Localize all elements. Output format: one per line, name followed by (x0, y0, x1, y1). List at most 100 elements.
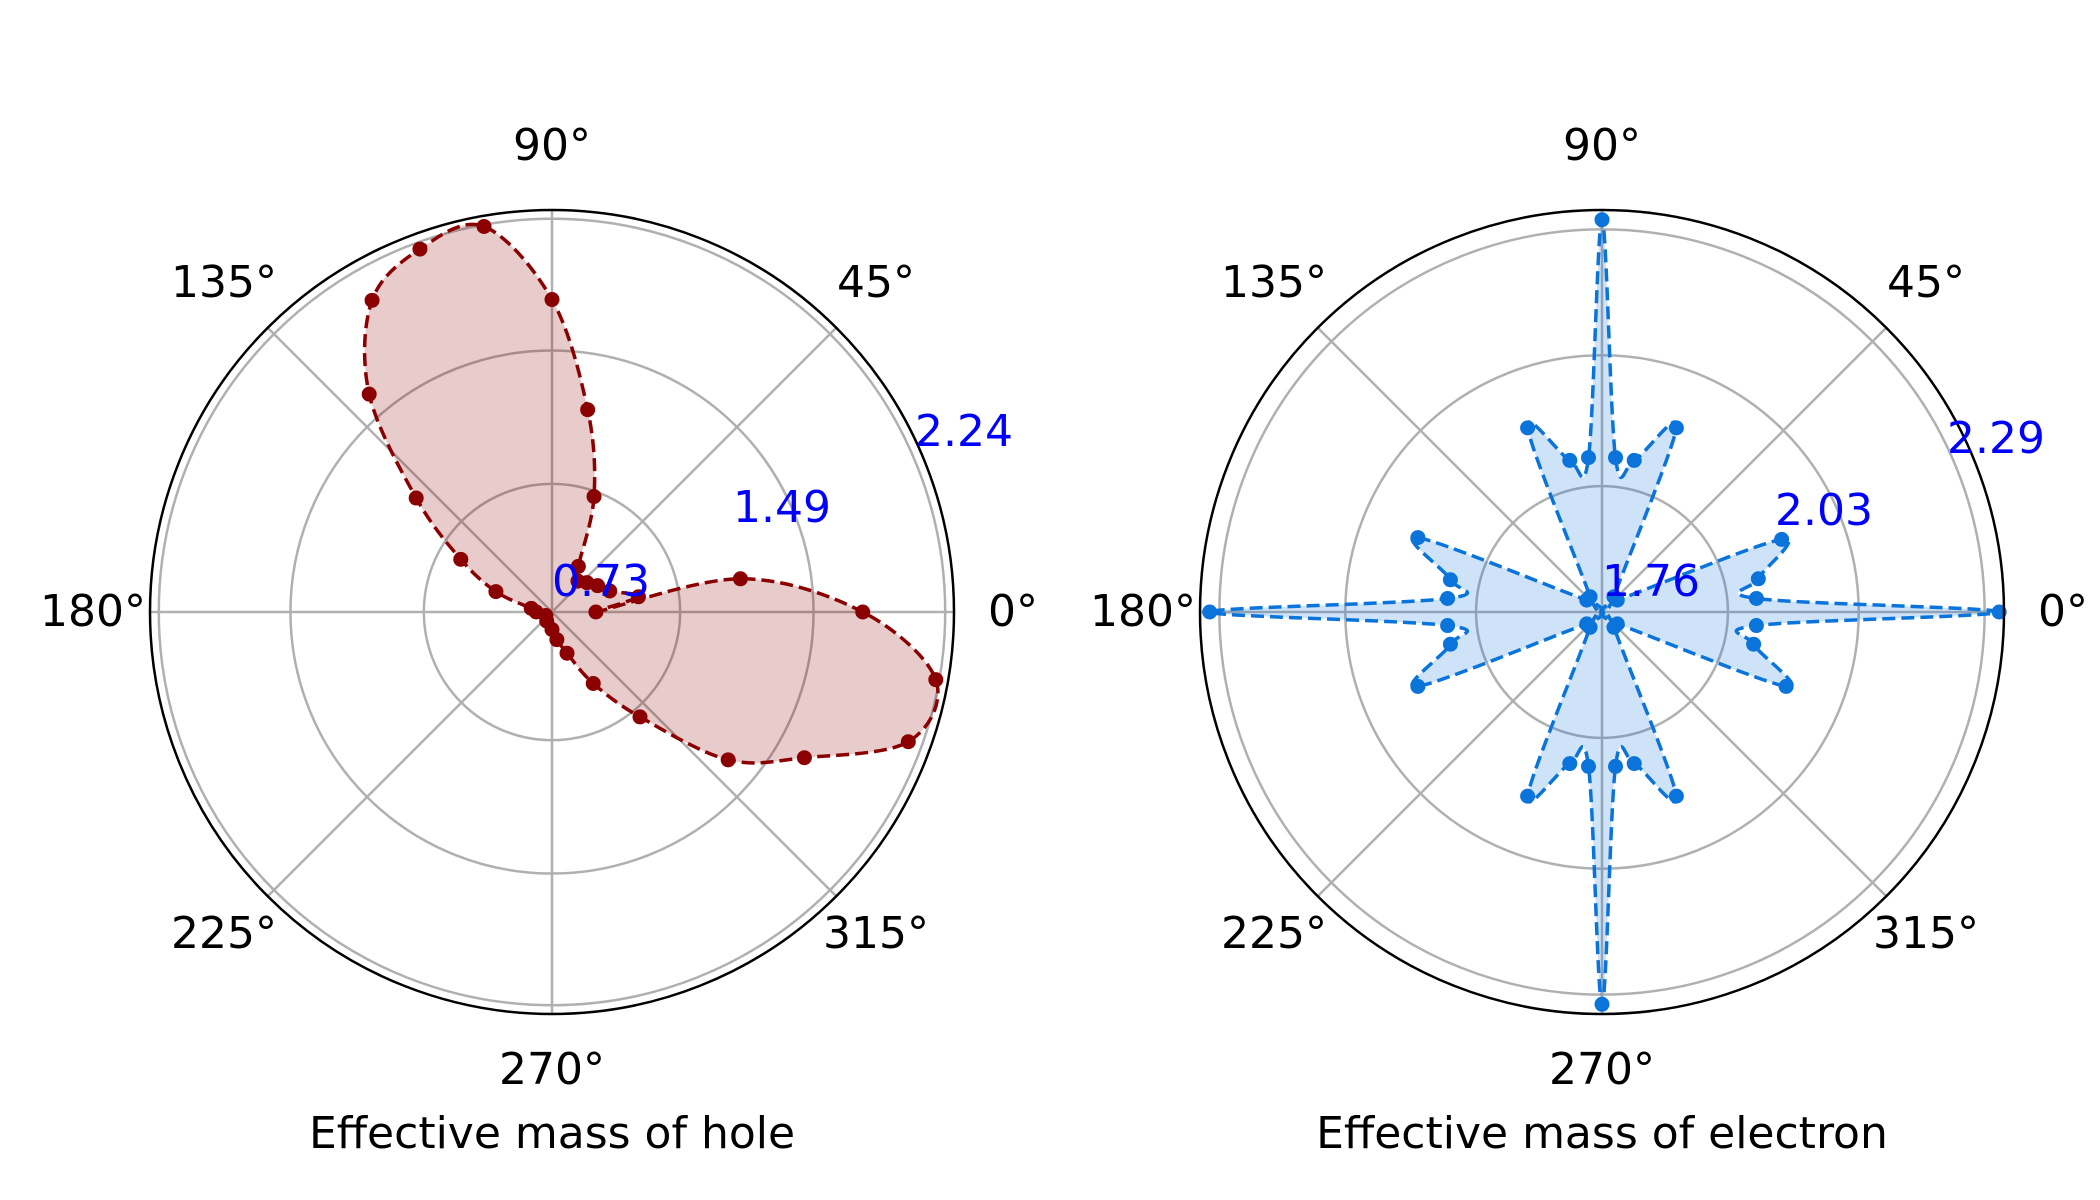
angular-gridline-45 (551, 326, 838, 613)
data-point-29 (928, 672, 944, 688)
angular-gridline-135 (1316, 326, 1603, 613)
data-point-6 (1668, 420, 1684, 436)
angular-gridline-225 (1316, 611, 1603, 898)
data-points (361, 218, 944, 768)
data-point-5 (1606, 589, 1622, 605)
data-point-30 (855, 604, 871, 620)
radial-gridline-0 (1474, 484, 1730, 740)
angle-tick-45: 45° (1887, 257, 1965, 308)
polar-chart-hole: 0° 45° 90° 135° 180° 225° 270° 315° 0.73… (40, 120, 1038, 1159)
data-point-27 (1594, 996, 1610, 1012)
angular-gridline-45 (1601, 326, 1888, 613)
data-point-10 (476, 218, 492, 234)
polar-spine (148, 208, 956, 1016)
angular-gridline-225 (266, 611, 553, 898)
angle-tick-270: 270° (1549, 1044, 1655, 1095)
chart-xlabel: Effective mass of electron (1316, 1108, 1888, 1159)
data-point-1 (1748, 590, 1764, 606)
data-point-32 (1609, 616, 1625, 632)
data-point-22 (549, 632, 565, 648)
radial-gridline-1 (289, 349, 815, 875)
radial-gridline-2 (157, 217, 947, 1007)
data-point-12 (1520, 420, 1536, 436)
data-point-8 (580, 402, 596, 418)
data-point-16 (488, 584, 504, 600)
data-point-35 (1748, 618, 1764, 634)
data-point-13 (361, 386, 377, 402)
radial-gridline-1 (1344, 354, 1860, 870)
data-point-9 (544, 292, 560, 308)
angle-tick-90: 90° (513, 120, 591, 171)
angular-gridline-135 (266, 326, 553, 613)
radial-tick-1: 2.03 (1775, 485, 1873, 536)
data-point-16 (1442, 572, 1458, 588)
data-point-34 (1746, 636, 1762, 652)
radial-tick-2: 2.24 (915, 406, 1013, 457)
data-point-14 (408, 490, 424, 506)
radial-tick-0: 1.76 (1602, 556, 1700, 607)
radial-gridline-2 (1218, 228, 1986, 996)
angle-tick-315: 315° (1873, 908, 1979, 959)
data-point-28 (900, 734, 916, 750)
angle-tick-0: 0° (988, 586, 1038, 637)
polar-chart-electron: 0° 45° 90° 135° 180° 225° 270° 315° 1.76… (1090, 120, 2088, 1159)
data-point-15 (453, 551, 469, 567)
data-point-18 (1202, 604, 1218, 620)
angle-tick-180: 180° (1090, 586, 1196, 637)
data-point-8 (1608, 450, 1624, 466)
data-point-26 (1580, 758, 1596, 774)
data-point-19 (1440, 618, 1456, 634)
data-point-28 (1608, 758, 1624, 774)
data-point-1 (630, 589, 646, 605)
data-point-33 (1778, 678, 1794, 694)
data-point-23 (1582, 619, 1598, 635)
data-point-0 (588, 604, 604, 620)
data-point-24 (585, 675, 601, 691)
series-fill-area (364, 224, 938, 763)
grid-layer (1200, 210, 2004, 1014)
data-point-29 (1626, 756, 1642, 772)
data-point-27 (796, 750, 812, 766)
polar-spine (1198, 208, 2006, 1016)
angular-gridline-315 (1601, 611, 1888, 898)
data-point-7 (586, 489, 602, 505)
data-point-14 (1579, 592, 1595, 608)
data-point-21 (1410, 678, 1426, 694)
data-point-17 (1440, 590, 1456, 606)
angle-tick-180: 180° (40, 586, 146, 637)
data-point-7 (1626, 452, 1642, 468)
angle-tick-225: 225° (1221, 908, 1327, 959)
angle-tick-90: 90° (1563, 120, 1641, 171)
angle-tick-270: 270° (499, 1044, 605, 1095)
radial-tick-0: 0.73 (552, 556, 650, 607)
data-point-12 (364, 292, 380, 308)
data-point-30 (1668, 788, 1684, 804)
data-point-25 (632, 709, 648, 725)
angular-gridline-315 (551, 611, 838, 898)
data-point-3 (1774, 531, 1790, 547)
data-point-11 (412, 241, 428, 257)
data-point-15 (1410, 530, 1426, 546)
radial-tick-2: 2.29 (1947, 413, 2045, 464)
series-dashed-line (362, 222, 940, 765)
radial-tick-1: 1.49 (733, 482, 831, 533)
angle-tick-135: 135° (1221, 257, 1327, 308)
data-points (1202, 212, 2007, 1012)
angle-tick-225: 225° (171, 908, 277, 959)
data-point-9 (1594, 212, 1610, 228)
data-point-5 (570, 573, 586, 589)
data-point-10 (1580, 450, 1596, 466)
angle-tick-0: 0° (2038, 586, 2088, 637)
data-point-24 (1520, 788, 1536, 804)
grid-layer (150, 210, 954, 1014)
data-point-2 (1750, 571, 1766, 587)
data-point-6 (570, 558, 586, 574)
data-point-11 (1562, 452, 1578, 468)
data-point-31 (732, 571, 748, 587)
data-point-20 (1442, 636, 1458, 652)
radial-gridline-0 (422, 482, 682, 742)
data-point-26 (720, 752, 736, 768)
data-point-25 (1562, 756, 1578, 772)
chart-xlabel: Effective mass of hole (309, 1108, 795, 1159)
